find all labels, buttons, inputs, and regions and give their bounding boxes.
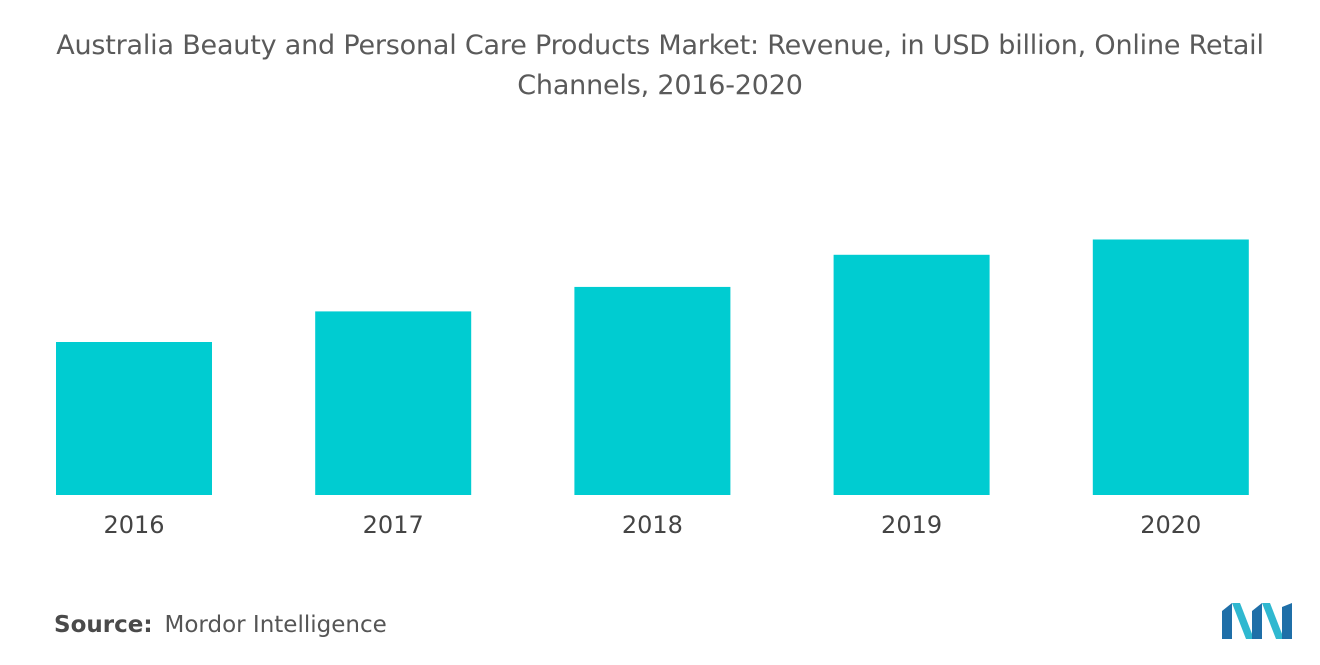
bar-2020 bbox=[1092, 239, 1249, 495]
x-tick-label-2019: 2019 bbox=[881, 511, 942, 539]
bar-2016 bbox=[56, 342, 212, 495]
source-text: Mordor Intelligence bbox=[164, 612, 387, 638]
x-tick-label-2020: 2020 bbox=[1140, 511, 1201, 539]
x-tick-labels: 2016 2017 2018 2019 2020 bbox=[103, 511, 1201, 539]
chart-title: Australia Beauty and Personal Care Produ… bbox=[0, 26, 1320, 106]
x-tick-label-2016: 2016 bbox=[103, 511, 164, 539]
bar-chart: 2016 2017 2018 2019 2020 bbox=[56, 239, 1249, 539]
x-tick-label-2018: 2018 bbox=[622, 511, 683, 539]
chart-title-line2: Channels, 2016-2020 bbox=[517, 70, 803, 101]
bar-group bbox=[56, 239, 1249, 495]
bar-2017 bbox=[315, 311, 472, 495]
bar-2019 bbox=[833, 254, 990, 495]
x-tick-label-2017: 2017 bbox=[363, 511, 424, 539]
chart-title-line1: Australia Beauty and Personal Care Produ… bbox=[56, 30, 1264, 61]
source-note: Source: Mordor Intelligence bbox=[54, 612, 387, 638]
bar-2018 bbox=[574, 286, 731, 495]
source-label: Source: bbox=[54, 612, 153, 638]
mordor-intelligence-logo-icon bbox=[1222, 603, 1292, 639]
